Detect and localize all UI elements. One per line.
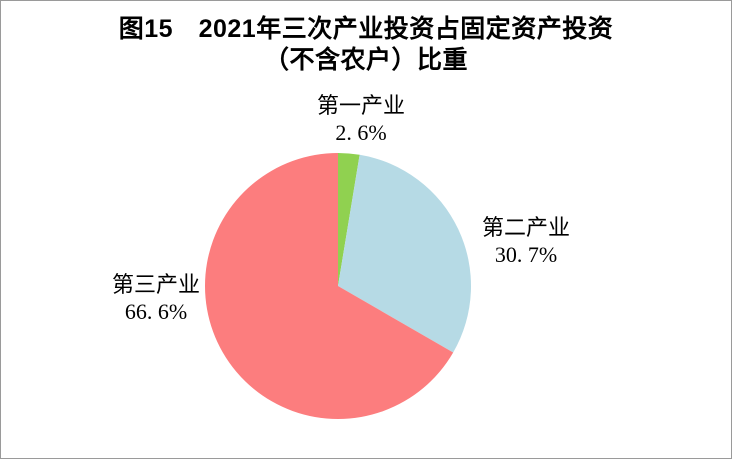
pie-label-secondary-industry: 第二产业 30. 7% (436, 214, 616, 268)
pie-slice-secondary-industry (338, 154, 472, 353)
pie-slice-tertiary-industry (204, 153, 454, 419)
pie-label-tertiary-name: 第三产业 (111, 272, 200, 297)
pie-label-secondary-name: 第二产业 (481, 215, 570, 240)
pie-label-secondary-value: 30. 7% (494, 242, 558, 267)
chart-title-line2: （不含农户）比重 (263, 46, 468, 74)
pie-label-primary-value: 2. 6% (335, 120, 387, 145)
pie-label-primary-industry: 第一产业 2. 6% (271, 92, 451, 146)
chart-title-line1: 图15 2021年三次产业投资占固定资产投资 (118, 15, 614, 43)
chart-title: 图15 2021年三次产业投资占固定资产投资 （不含农户）比重 (1, 14, 731, 76)
pie-slice-primary-industry (338, 153, 360, 286)
pie-label-tertiary-industry: 第三产业 66. 6% (66, 271, 246, 325)
pie-label-tertiary-value: 66. 6% (124, 299, 188, 324)
pie-label-primary-name: 第一产业 (316, 93, 405, 118)
